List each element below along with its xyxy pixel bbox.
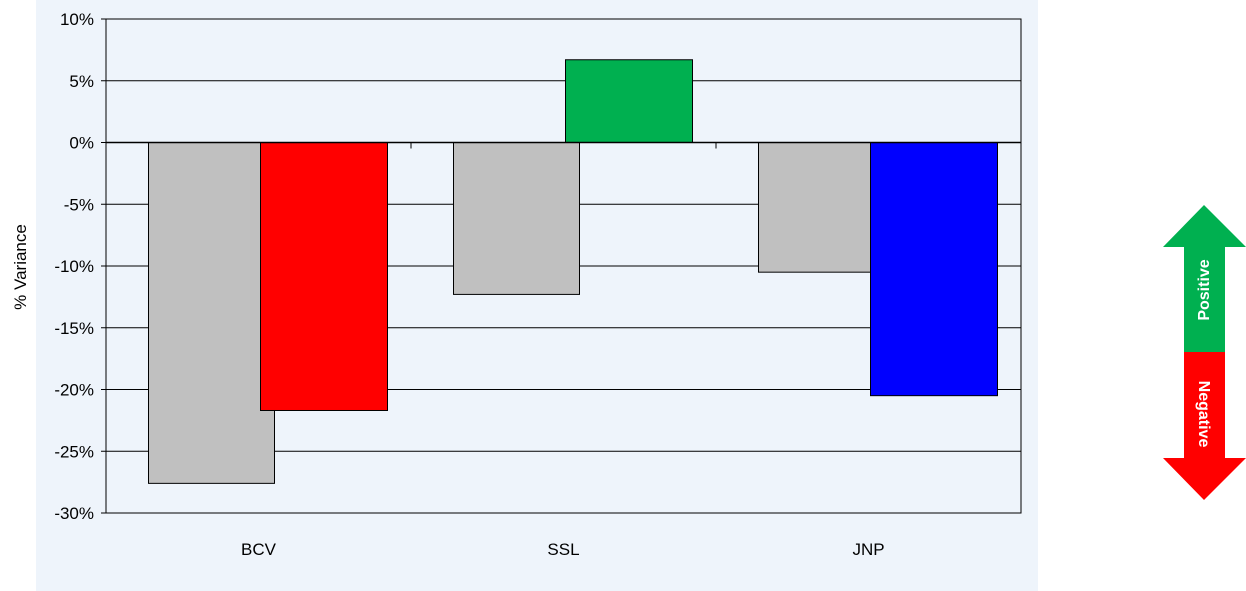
- bar-current-jnp: [870, 142, 998, 397]
- positive-negative-arrow: Positive Negative: [1163, 205, 1246, 500]
- plot-frame: [105, 18, 1022, 514]
- y-tick-label: -30%: [54, 504, 94, 523]
- y-tick-label: -5%: [64, 195, 94, 214]
- y-tick-label: 10%: [60, 10, 94, 29]
- y-tick-label: -10%: [54, 257, 94, 276]
- bar-previous-ssl: [453, 142, 580, 295]
- axes: [101, 18, 1022, 514]
- y-tick-label: 5%: [69, 72, 94, 91]
- x-tick-label: SSL: [547, 540, 579, 559]
- y-tick-label: -20%: [54, 381, 94, 400]
- negative-arrow-icon: [1163, 352, 1246, 500]
- positive-arrow-icon: [1163, 205, 1246, 352]
- tick-labels: 10% 5% 0% -5% -10% -15% -20% -25% -30% BCV SSL JNP: [54, 10, 884, 559]
- bar-previous-bcv: [148, 142, 275, 484]
- y-tick-label: -25%: [54, 442, 94, 461]
- positive-label: Positive: [1196, 259, 1213, 320]
- bars: [148, 59, 998, 484]
- x-tick-label: JNP: [852, 540, 884, 559]
- y-tick-label: 0%: [69, 134, 94, 153]
- bar-current-bcv: [260, 142, 388, 411]
- y-tick-label: -15%: [54, 319, 94, 338]
- bar-current-ssl: [565, 59, 693, 144]
- y-axis-title: % Variance: [11, 224, 30, 310]
- x-tick-label: BCV: [241, 540, 277, 559]
- bar-previous-jnp: [758, 142, 885, 273]
- negative-label: Negative: [1195, 381, 1212, 448]
